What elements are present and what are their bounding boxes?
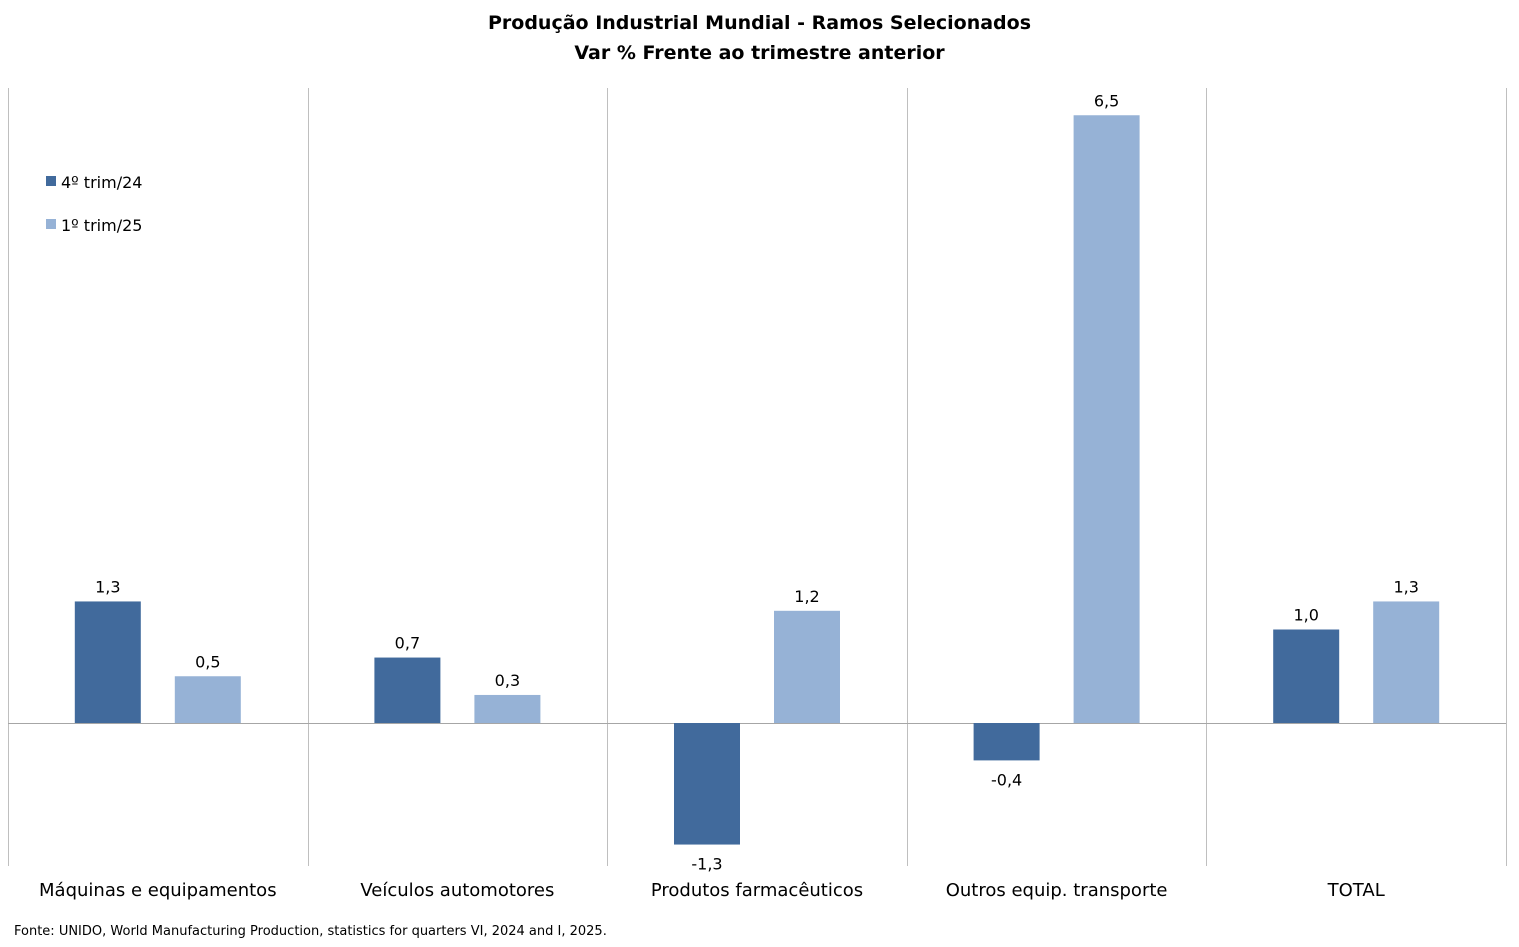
category-label: Máquinas e equipamentos (39, 880, 277, 901)
data-label: 1,3 (95, 577, 120, 596)
bar (1073, 115, 1140, 723)
bar (973, 723, 1040, 761)
legend-label: 1º trim/25 (61, 216, 142, 235)
chart-title: Produção Industrial Mundial - Ramos Sele… (487, 12, 1032, 34)
data-label: -1,3 (691, 855, 722, 874)
data-label: 1,0 (1293, 606, 1318, 625)
bar (1373, 601, 1440, 723)
category-label: TOTAL (1327, 880, 1385, 901)
legend-swatch (46, 176, 56, 186)
data-label: 1,2 (794, 587, 819, 606)
data-label: 0,5 (195, 652, 220, 671)
data-label: 6,5 (1094, 91, 1119, 110)
category-label: Veículos automotores (360, 880, 554, 901)
legend-label: 4º trim/24 (61, 173, 142, 192)
data-label: 1,3 (1393, 577, 1418, 596)
source-note: Fonte: UNIDO, World Manufacturing Produc… (14, 924, 607, 939)
bar (474, 694, 541, 723)
bar (374, 657, 441, 723)
data-label: 0,3 (495, 671, 520, 690)
bar (174, 676, 241, 723)
bar (74, 601, 141, 723)
chart-subtitle: Var % Frente ao trimestre anterior (574, 42, 945, 64)
legend-swatch (46, 219, 56, 229)
bar (774, 610, 840, 723)
category-label: Outros equip. transporte (946, 880, 1168, 901)
category-label: Produtos farmacêuticos (651, 880, 863, 901)
data-label: -0,4 (991, 770, 1022, 789)
bar (674, 723, 740, 845)
data-label: 0,7 (395, 634, 420, 653)
bar (1273, 629, 1340, 723)
